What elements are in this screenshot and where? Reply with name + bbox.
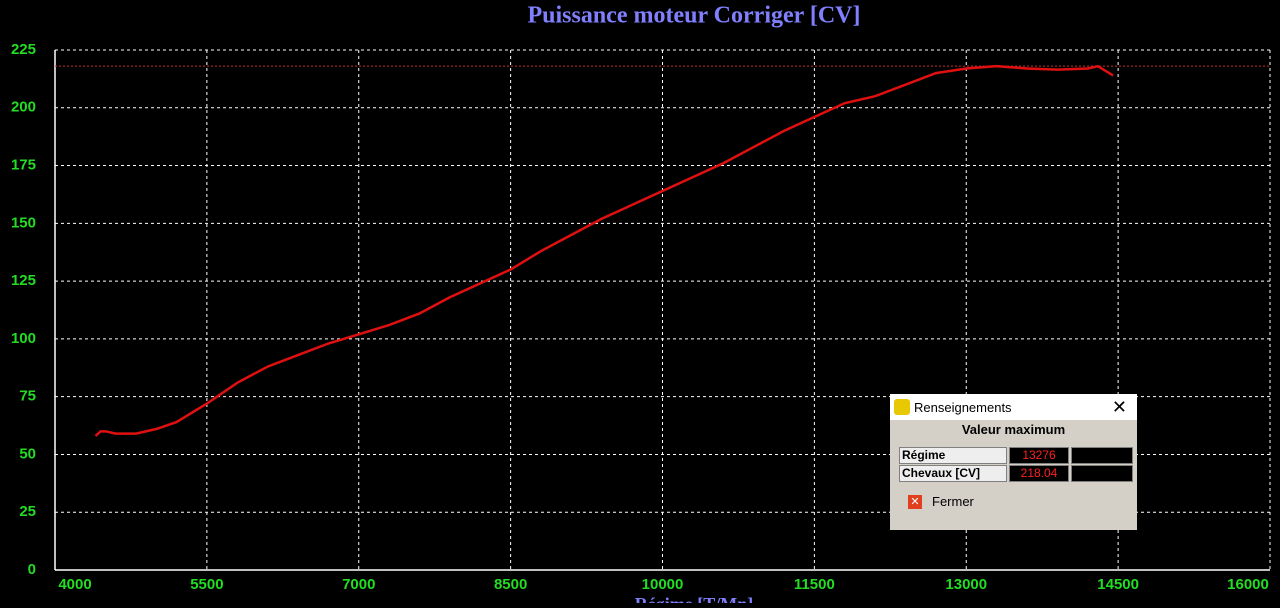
x-tick-label: 14500 <box>1097 576 1139 593</box>
close-button[interactable]: ✕ Fermer <box>908 494 1137 509</box>
x-tick-label: 13000 <box>945 576 987 593</box>
x-tick-label: 4000 <box>58 576 91 593</box>
y-tick-label: 175 <box>11 157 36 174</box>
y-tick-label: 200 <box>11 99 36 116</box>
x-tick-label: 8500 <box>494 576 527 593</box>
y-tick-label: 125 <box>11 272 36 289</box>
row-blank <box>1071 465 1133 482</box>
x-tick-label: 11500 <box>794 576 835 593</box>
close-button-icon: ✕ <box>908 494 922 509</box>
y-tick-label: 25 <box>19 503 36 520</box>
x-tick-label: 10000 <box>642 576 684 593</box>
x-tick-label: 5500 <box>190 576 223 593</box>
dialog-titlebar: Renseignements ✕ <box>890 394 1137 420</box>
y-tick-label: 225 <box>11 41 36 58</box>
dialog-icon <box>894 399 910 415</box>
info-row: Régime 13276 <box>899 447 1133 464</box>
y-tick-label: 0 <box>28 561 36 578</box>
row-value: 13276 <box>1009 447 1069 464</box>
y-tick-label: 150 <box>11 214 36 231</box>
info-dialog: Renseignements ✕ Valeur maximum Régime 132… <box>890 394 1137 530</box>
y-tick-label: 75 <box>19 388 36 405</box>
chart-title: Puissance moteur Corriger [CV] <box>527 3 860 29</box>
close-icon[interactable]: ✕ <box>1111 396 1127 417</box>
close-button-label: Fermer <box>932 494 974 509</box>
y-tick-label: 100 <box>11 330 36 347</box>
row-blank <box>1071 447 1133 464</box>
x-tick-label: 16000 <box>1227 576 1269 593</box>
dialog-heading: Valeur maximum <box>961 422 1066 437</box>
x-tick-label: 7000 <box>342 576 375 593</box>
row-label: Chevaux [CV] <box>899 465 1007 482</box>
dialog-title: Renseignements <box>914 399 1012 415</box>
x-axis-label: Régime [T/Mn] <box>635 594 753 603</box>
info-row: Chevaux [CV] 218.04 <box>899 465 1133 482</box>
row-label: Régime <box>899 447 1007 464</box>
row-value: 218.04 <box>1009 465 1069 482</box>
data-line <box>94 64 1114 437</box>
y-tick-label: 50 <box>19 445 36 462</box>
